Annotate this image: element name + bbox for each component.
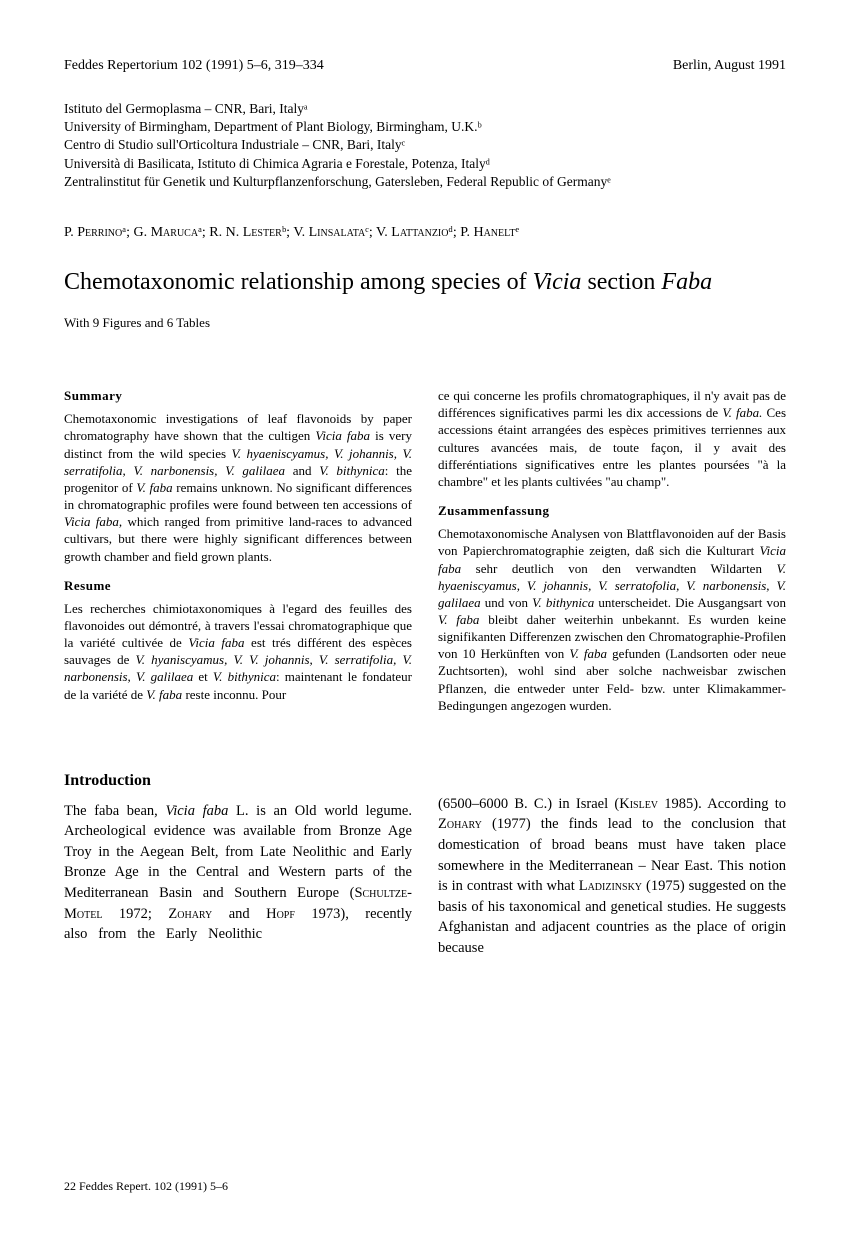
zusammenfassung-text: Chemotaxonomische Analysen von Blattflav…: [438, 525, 786, 714]
left-column: Summary Chemotaxonomic investigations of…: [64, 387, 412, 726]
affiliations-block: Istituto del Germoplasma – CNR, Bari, It…: [64, 100, 786, 191]
intro-left-text: The faba bean, Vicia faba L. is an Old w…: [64, 801, 412, 945]
resume-text: Les recherches chimiotaxonomiques à l'eg…: [64, 600, 412, 703]
intro-left: Introduction The faba bean, Vicia faba L…: [64, 770, 412, 971]
intro-columns: Introduction The faba bean, Vicia faba L…: [64, 770, 786, 971]
affiliation: Istituto del Germoplasma – CNR, Bari, It…: [64, 100, 786, 118]
right-column: ce qui concerne les profils chromatograp…: [438, 387, 786, 726]
affiliation: Università di Basilicata, Istituto di Ch…: [64, 155, 786, 173]
introduction-heading: Introduction: [64, 770, 412, 793]
summary-heading: Summary: [64, 387, 412, 404]
page-footer: 22 Feddes Repert. 102 (1991) 5–6: [64, 1179, 228, 1194]
authors-list: P. Perrinoᵃ; G. Marucaᵃ; R. N. Lesterᵇ; …: [64, 225, 786, 241]
intro-right-text: (6500–6000 B. C.) in Israel (Kislev 1985…: [438, 794, 786, 959]
pub-location-date: Berlin, August 1991: [673, 58, 786, 74]
journal-ref: Feddes Repertorium 102 (1991) 5–6, 319–3…: [64, 58, 324, 74]
zusammenfassung-heading: Zusammenfassung: [438, 502, 786, 519]
figures-tables-note: With 9 Figures and 6 Tables: [64, 315, 786, 331]
resume-heading: Resume: [64, 577, 412, 594]
affiliation: Zentralinstitut für Genetik und Kulturpf…: [64, 173, 786, 191]
intro-right: (6500–6000 B. C.) in Israel (Kislev 1985…: [438, 770, 786, 971]
affiliation: University of Birmingham, Department of …: [64, 118, 786, 136]
article-title: Chemotaxonomic relationship among specie…: [64, 267, 786, 297]
abstract-columns: Summary Chemotaxonomic investigations of…: [64, 387, 786, 726]
affiliation: Centro di Studio sull'Orticoltura Indust…: [64, 136, 786, 154]
resume-continuation: ce qui concerne les profils chromatograp…: [438, 387, 786, 490]
summary-text: Chemotaxonomic investigations of leaf fl…: [64, 410, 412, 564]
